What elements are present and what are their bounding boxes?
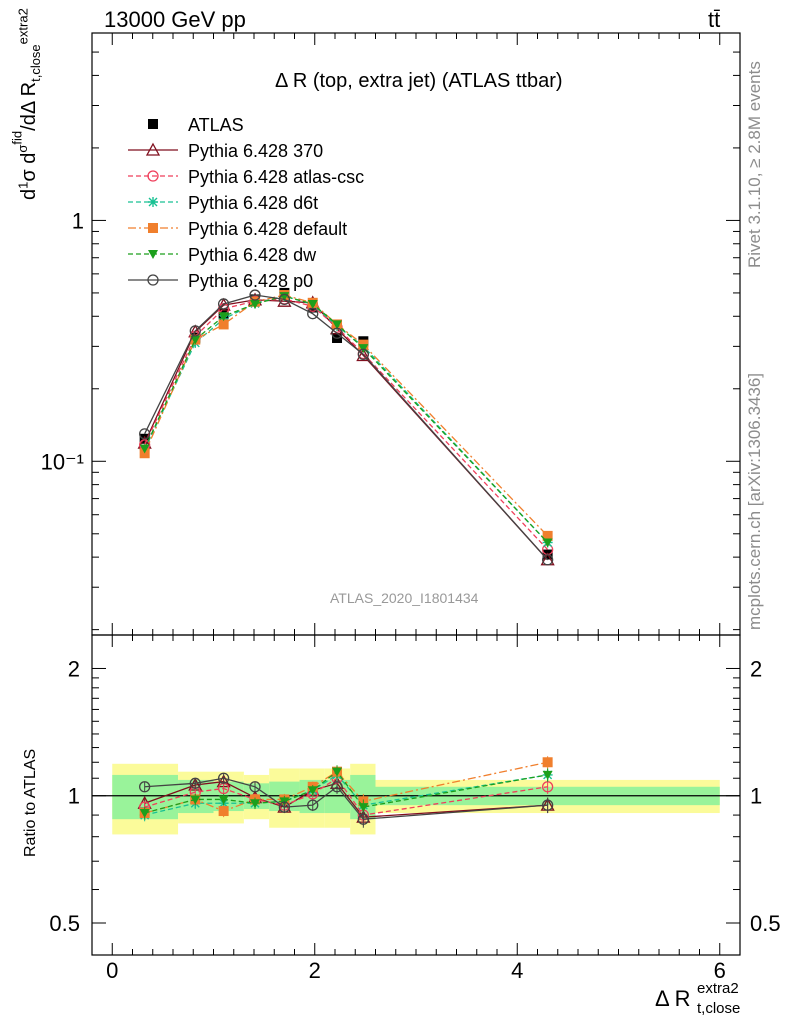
x-tick-label: 4 — [511, 958, 523, 983]
ratio-point-pythia-6-428-dw-7 — [358, 803, 369, 813]
x-tick-label: 6 — [714, 958, 726, 983]
ratio-y-tick-label-right: 0.5 — [750, 911, 781, 936]
legend-marker-pythia-6-428-default — [148, 223, 158, 233]
legend-label-atlas: ATLAS — [188, 115, 244, 135]
legend-label-pythia-6-428-d6t: Pythia 6.428 d6t — [188, 193, 318, 213]
ratio-y-tick-label: 1 — [68, 784, 80, 809]
ratio-y-tick-label-right: 1 — [750, 784, 762, 809]
point-pythia-6-428-dw-3 — [250, 299, 261, 309]
ratio-point-pythia-6-428-default-8 — [542, 757, 553, 768]
ratio-point-pythia-6-428-p0-8 — [541, 799, 554, 811]
point-pythia-6-428-p0-4 — [278, 293, 291, 306]
point-pythia-6-428-dw-8 — [542, 538, 553, 548]
legend-label-pythia-6-428-default: Pythia 6.428 default — [188, 219, 347, 239]
x-axis-label-sup: extra2 — [697, 980, 739, 997]
ratio-point-pythia-6-428-dw-2 — [218, 795, 229, 805]
energy-label: 13000 GeV pp — [104, 7, 246, 32]
ratio-point-pythia-6-428-dw-0 — [139, 809, 150, 819]
ratio-line-pythia-6-428-dw — [144, 770, 548, 814]
point-pythia-6-428-p0-5 — [307, 308, 319, 320]
analysis-watermark: ATLAS_2020_I1801434 — [330, 590, 479, 606]
point-pythia-6-428-p0-1 — [189, 325, 201, 337]
ratio-point-pythia-6-428-p0-3 — [249, 781, 261, 793]
ratio-point-pythia-6-428-p0-2 — [217, 772, 230, 784]
ratio-point-pythia-6-428-dw-6 — [332, 767, 343, 777]
ratio-point-pythia-6-428-dw-1 — [190, 795, 201, 805]
series-line-pythia-6-428-default — [144, 294, 549, 537]
ratio-point-pythia-6-428-dw-5 — [307, 786, 318, 796]
point-pythia-6-428-dw-6 — [332, 320, 343, 330]
legend-marker-pythia-6-428-d6t — [148, 197, 158, 207]
series-line-pythia-6-428-dw — [144, 295, 549, 543]
ratio-point-pythia-6-428-default-2 — [218, 806, 229, 817]
main-y-tick-label: 1 — [72, 208, 84, 233]
main-plot-frame: 10⁻¹ 1 — [41, 32, 741, 636]
point-pythia-6-428-default-2 — [218, 319, 229, 330]
x-axis-label-main: Δ R — [655, 986, 691, 1011]
legend-marker-pythia-6-428-atlas-csc — [147, 170, 159, 182]
point-pythia-6-428-dw-0 — [139, 444, 150, 454]
x-tick-label: 2 — [309, 958, 321, 983]
legend-label-pythia-6-428-p0: Pythia 6.428 p0 — [188, 271, 313, 291]
legend-label-pythia-6-428-370: Pythia 6.428 370 — [188, 141, 323, 161]
point-pythia-6-428-370-7 — [356, 348, 371, 362]
x-tick-label: 0 — [106, 958, 118, 983]
ratio-point-pythia-6-428-p0-1 — [189, 777, 201, 789]
mcplots-label: mcplots.cern.ch [arXiv:1306.3436] — [745, 372, 764, 630]
series-line-pythia-6-428-atlas-csc — [144, 298, 549, 551]
point-pythia-6-428-p0-6 — [331, 327, 343, 339]
ratio-point-pythia-6-428-p0-5 — [307, 799, 319, 811]
ratio-y-tick-label-right: 2 — [750, 656, 762, 681]
legend-marker-atlas — [148, 119, 158, 129]
ratio-point-pythia-6-428-p0-4 — [278, 801, 291, 813]
point-pythia-6-428-p0-0 — [138, 428, 151, 440]
main-y-axis-label: d1σ dσfid/dΔ Rt,closeextra2 — [10, 8, 43, 200]
legend: ATLAS Pythia 6.428 370 Pythia 6.428 atlas-… — [128, 115, 364, 291]
series-line-pythia-6-428-370 — [144, 299, 549, 561]
ratio-point-pythia-6-428-atlas-csc-8 — [541, 781, 554, 793]
point-pythia-6-428-p0-7 — [357, 348, 370, 360]
ratio-point-pythia-6-428-p0-6 — [331, 781, 343, 793]
rivet-version-label: Rivet 3.1.10, ≥ 2.8M events — [745, 61, 764, 268]
x-axis-label-sub: t,close — [697, 1000, 741, 1017]
process-label: tt̄ — [708, 7, 721, 32]
ratio-point-pythia-6-428-p0-0 — [138, 781, 151, 793]
series-line-pythia-6-428-p0 — [144, 294, 549, 561]
ratio-y-axis-label: Ratio to ATLAS — [22, 748, 39, 857]
legend-marker-pythia-6-428-dw — [148, 250, 158, 259]
ratio-point-pythia-6-428-dw-8 — [542, 770, 553, 780]
point-pythia-6-428-dw-2 — [218, 312, 229, 322]
x-axis-label: Δ R extra2 t,close — [655, 980, 740, 1017]
point-pythia-6-428-dw-7 — [358, 344, 369, 354]
ratio-point-pythia-6-428-p0-7 — [357, 813, 370, 825]
legend-label-pythia-6-428-dw: Pythia 6.428 dw — [188, 245, 317, 265]
legend-marker-pythia-6-428-p0 — [147, 274, 159, 286]
ratio-series-group — [137, 756, 555, 828]
main-series-group — [137, 287, 555, 566]
ratio-y-tick-label: 0.5 — [49, 911, 80, 936]
point-pythia-6-428-p0-2 — [217, 298, 230, 310]
point-pythia-6-428-p0-3 — [249, 289, 261, 301]
point-pythia-6-428-p0-8 — [541, 554, 554, 566]
legend-label-pythia-6-428-atlas-csc: Pythia 6.428 atlas-csc — [188, 167, 364, 187]
ratio-point-pythia-6-428-dw-3 — [250, 799, 261, 809]
ratio-y-tick-label: 2 — [68, 656, 80, 681]
point-pythia-6-428-dw-1 — [190, 335, 201, 345]
chart-title: Δ R (top, extra jet) (ATLAS ttbar) — [275, 70, 563, 92]
series-line-pythia-6-428-d6t — [144, 295, 549, 543]
main-y-tick-label: 10⁻¹ — [41, 449, 84, 474]
point-pythia-6-428-dw-5 — [307, 299, 318, 309]
point-pythia-6-428-default-8 — [542, 530, 553, 541]
legend-marker-pythia-6-428-370 — [145, 142, 161, 156]
